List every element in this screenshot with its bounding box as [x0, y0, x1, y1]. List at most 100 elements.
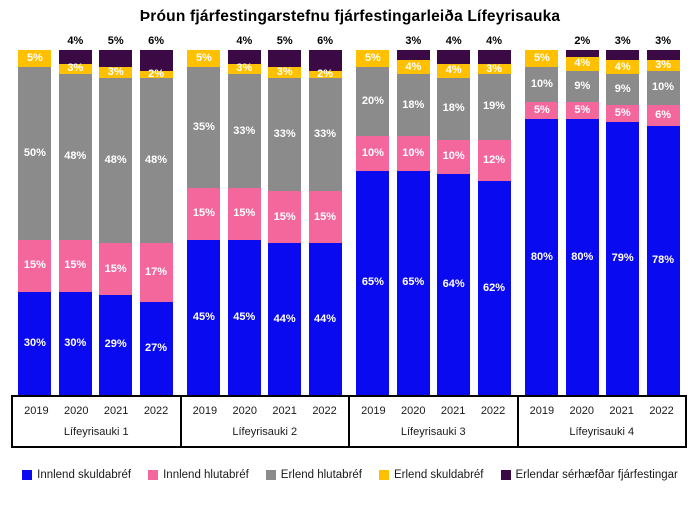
segment-value-label: 3% [236, 62, 253, 75]
segment-value-label: 12% [483, 153, 506, 166]
bar-segment: 12% [477, 139, 511, 182]
bar-segment: 5% [187, 50, 221, 68]
segment-value-label: 15% [192, 207, 215, 220]
segment-value-label-outside: 3% [405, 35, 422, 47]
legend-swatch-icon [500, 470, 511, 480]
bar-segment: 4% [437, 63, 471, 78]
stacked-bar-3-2019: 5% 20% 10% 65% [356, 50, 390, 395]
segment-value-label: 10% [402, 147, 425, 159]
segment-value-label: 64% [442, 278, 465, 291]
segment-value-label-outside: 4% [486, 35, 503, 47]
segment-value-label-outside: 3% [614, 35, 631, 47]
axis-group-4: 2019 2020 2021 2022 Lífeyrisauki 4 [516, 397, 686, 446]
bar-segment: 18% [437, 77, 471, 140]
plot-area: 5% 50% 15% 30% 4% 3% 48% 15% 30% 5% 3% 48% 15% 29% 6% 2… [11, 35, 687, 395]
segment-value-label: 48% [145, 153, 168, 166]
segment-value-label: 80% [571, 250, 594, 263]
bar-segment: 64% [437, 174, 471, 395]
bar-segment: 78% [646, 125, 680, 395]
legend-label: Erlendar sérhæfðar fjárfestingar [515, 469, 678, 481]
segment-value-label: 15% [64, 259, 87, 272]
bar-segment: 10% [356, 136, 390, 171]
segment-value-label: 48% [64, 150, 87, 163]
legend-item: Erlendar sérhæfðar fjárfestingar [500, 469, 678, 481]
bar-segment: 10% [525, 67, 559, 102]
segment-value-label: 33% [233, 124, 256, 137]
bar-segment: 80% [565, 119, 599, 395]
segment-value-label-outside: 5% [276, 35, 293, 47]
group-label: Lífeyrisauki 4 [569, 425, 635, 438]
segment-value-label: 10% [442, 150, 465, 163]
year-label: 2021 [272, 405, 297, 418]
bar-segment: 5% [525, 50, 559, 68]
segment-value-label: 2% [148, 67, 165, 80]
bar-segment: 3% [268, 66, 302, 78]
axis-group-3: 2019 2020 2021 2022 Lífeyrisauki 3 [348, 397, 517, 446]
stacked-bar-1-2022: 6% 2% 48% 17% 27% [139, 35, 173, 395]
bar-segment: 2% [308, 68, 342, 79]
bar-segment [565, 50, 599, 57]
segment-value-label: 4% [614, 60, 631, 73]
bar-segment: 33% [227, 74, 261, 188]
year-label: 2019 [24, 405, 49, 418]
segment-value-label: 29% [104, 338, 127, 351]
bar-segment: 5% [356, 50, 390, 68]
years-row: 2019 2020 2021 2022 [13, 405, 180, 417]
segment-value-label: 62% [483, 281, 506, 294]
segment-value-label: 15% [23, 259, 46, 272]
bar-segment: 2% [139, 67, 173, 80]
year-label: 2020 [232, 405, 258, 418]
stacked-bar-1-2019: 5% 50% 15% 30% [18, 50, 52, 395]
bar-segment: 4% [565, 56, 599, 71]
segment-value-label: 3% [107, 65, 124, 78]
segment-value-label: 20% [361, 95, 384, 108]
segment-value-label: 4% [445, 64, 462, 77]
segment-value-label: 44% [314, 312, 337, 325]
bar-segment [308, 50, 342, 71]
group-label: Lífeyrisauki 2 [232, 425, 298, 438]
bar-segment: 65% [396, 170, 430, 395]
bar-segment [646, 50, 680, 61]
year-label: 2019 [361, 405, 386, 418]
year-label: 2020 [401, 405, 426, 418]
bar-group-2: 5% 35% 15% 45% 4% 3% 33% 15% 45% 5% 3% 33% 15% 44% 6% 2… [180, 35, 349, 395]
segment-value-label: 6% [655, 109, 672, 122]
segment-value-label: 5% [533, 52, 550, 65]
segment-value-label-outside: 6% [148, 35, 165, 47]
segment-value-label: 65% [361, 276, 384, 289]
year-label: 2021 [609, 405, 634, 418]
bar-segment: 48% [139, 77, 173, 244]
bar-group-3: 5% 20% 10% 65% 3% 4% 18% 10% 65% 4% 4% 18% 10% 64% 4% 3… [349, 35, 518, 395]
legend-item: Innlend hlutabréf [148, 469, 249, 481]
segment-value-label: 48% [104, 153, 127, 166]
segment-value-label: 3% [655, 59, 672, 72]
years-row: 2019 2020 2021 2022 [519, 405, 686, 417]
segment-value-label: 15% [104, 262, 127, 275]
segment-value-label-outside: 3% [655, 35, 672, 47]
bar-segment: 20% [356, 67, 390, 137]
segment-value-label: 30% [23, 336, 46, 349]
bar-segment: 3% [99, 65, 133, 78]
bar-segment: 5% [606, 105, 640, 123]
stacked-bar-3-2022: 4% 3% 19% 12% 62% [477, 35, 511, 395]
bar-segment: 9% [565, 70, 599, 102]
bar-segment [396, 50, 430, 61]
segment-value-label: 5% [614, 107, 631, 120]
bar-segment: 44% [268, 243, 302, 395]
bar-segment: 48% [99, 77, 133, 244]
bar-segment: 44% [308, 243, 342, 395]
bar-segment: 30% [58, 291, 92, 395]
segment-value-label: 5% [364, 52, 381, 65]
stacked-bar-3-2020: 3% 4% 18% 10% 65% [396, 35, 430, 395]
bar-segment: 17% [139, 243, 173, 302]
segment-value-label: 15% [314, 210, 337, 223]
bar-segment: 45% [187, 239, 221, 395]
segment-value-label: 44% [273, 312, 296, 325]
stacked-bar-2-2021: 5% 3% 33% 15% 44% [268, 35, 302, 395]
segment-value-label-outside: 2% [574, 35, 591, 47]
segment-value-label: 10% [652, 81, 675, 94]
bar-segment: 50% [18, 67, 52, 240]
bar-segment: 19% [477, 74, 511, 140]
bar-segment: 79% [606, 122, 640, 395]
